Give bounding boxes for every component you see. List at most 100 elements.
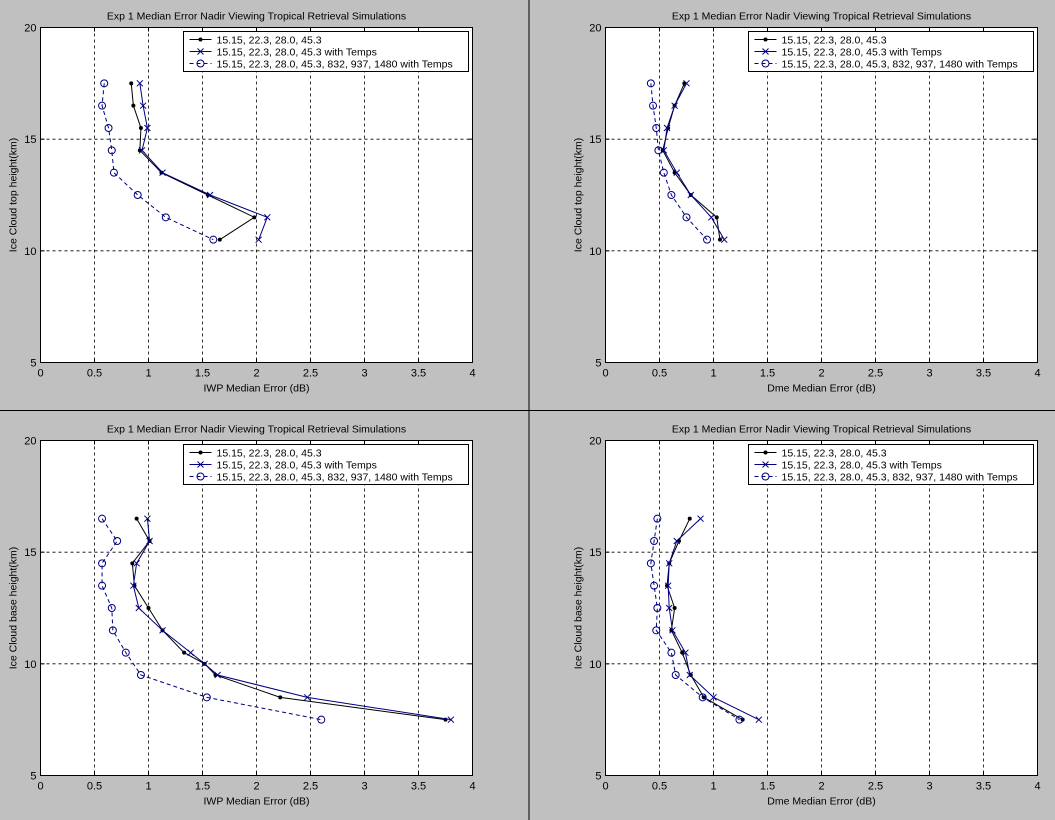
data-point xyxy=(653,604,662,612)
data-point xyxy=(703,235,712,244)
x-tick-label: 2 xyxy=(253,368,259,380)
legend: 15.15, 22.3, 28.0, 45.315.15, 22.3, 28.0… xyxy=(183,444,469,485)
data-point xyxy=(138,146,146,154)
data-point xyxy=(263,213,271,221)
x-tick-label: 1.5 xyxy=(760,368,775,380)
y-tick-label: 15 xyxy=(589,134,601,146)
legend-marker xyxy=(762,48,769,55)
legend-marker xyxy=(196,472,205,481)
x-tick-label: 3 xyxy=(361,781,367,793)
data-point xyxy=(653,514,662,523)
x-tick-label: 2.5 xyxy=(868,368,883,380)
legend-label: 15.15, 22.3, 28.0, 45.3 xyxy=(782,35,887,47)
data-point xyxy=(720,236,728,244)
y-tick-label: 20 xyxy=(24,436,36,448)
legend-label: 15.15, 22.3, 28.0, 45.3 with Temps xyxy=(217,47,377,59)
data-point xyxy=(735,715,744,724)
data-point xyxy=(665,604,673,612)
legend-marker xyxy=(198,450,203,455)
x-tick-label: 4 xyxy=(1034,781,1040,793)
data-point xyxy=(682,213,691,222)
data-point xyxy=(649,101,658,110)
y-tick-label: 10 xyxy=(589,246,601,258)
data-point xyxy=(144,124,151,132)
data-point xyxy=(650,537,659,545)
series-line xyxy=(130,83,256,241)
data-point xyxy=(646,559,655,568)
series-2 xyxy=(130,515,455,724)
x-tick-label: 1 xyxy=(710,368,716,380)
x-tick-label: 3.5 xyxy=(976,368,991,380)
x-tick-label: 0.5 xyxy=(87,368,102,380)
series-3 xyxy=(98,79,218,244)
data-point xyxy=(136,79,144,87)
data-point xyxy=(671,102,678,110)
legend-box xyxy=(748,31,1034,72)
series-line xyxy=(663,83,725,240)
legend: 15.15, 22.3, 28.0, 45.315.15, 22.3, 28.0… xyxy=(748,444,1034,485)
series-line xyxy=(101,518,322,721)
data-point xyxy=(755,716,763,724)
x-tick-label: 0 xyxy=(602,368,608,380)
x-tick-label: 3 xyxy=(926,781,932,793)
chart-title: Exp 1 Median Error Nadir Viewing Tropica… xyxy=(672,424,971,436)
legend-label: 15.15, 22.3, 28.0, 45.3 with Temps xyxy=(217,460,377,472)
legend-label: 15.15, 22.3, 28.0, 45.3 xyxy=(217,448,322,460)
legend-marker xyxy=(762,461,769,468)
legend-label: 15.15, 22.3, 28.0, 45.3, 832, 937, 1480 … xyxy=(217,472,453,484)
data-point xyxy=(710,693,717,701)
data-point xyxy=(717,237,722,242)
x-tick-label: 2 xyxy=(253,781,259,793)
data-point xyxy=(209,235,218,244)
data-point xyxy=(659,168,668,177)
x-tick-label: 2.5 xyxy=(303,781,318,793)
x-tick-label: 1.5 xyxy=(195,781,210,793)
x-tick-label: 4 xyxy=(469,781,475,793)
legend-box xyxy=(183,31,469,72)
x-tick-label: 0 xyxy=(602,781,608,793)
data-point xyxy=(650,581,659,590)
data-point xyxy=(107,146,116,155)
data-point xyxy=(135,604,143,612)
data-point xyxy=(654,146,663,155)
data-point xyxy=(187,649,194,657)
legend-label: 15.15, 22.3, 28.0, 45.3, 832, 937, 1480 … xyxy=(782,59,1018,71)
x-axis-label: Dme Median Error (dB) xyxy=(767,796,876,808)
data-point xyxy=(255,236,263,244)
legend-label: 15.15, 22.3, 28.0, 45.3 with Temps xyxy=(782,460,942,472)
data-point xyxy=(252,215,257,220)
x-tick-label: 1.5 xyxy=(195,368,210,380)
chart-panel-4: 0 0.5 1 1.5 2 2.5 3 3.5 4 5 10 15 20 Exp 1 Median Err… xyxy=(573,424,1041,808)
y-tick-label: 5 xyxy=(595,771,601,783)
x-tick-label: 1 xyxy=(145,781,151,793)
data-point xyxy=(159,170,164,175)
x-tick-label: 2 xyxy=(818,368,824,380)
legend-marker xyxy=(197,48,204,55)
legend-box xyxy=(748,444,1034,485)
data-point xyxy=(669,626,676,634)
data-point xyxy=(109,168,118,177)
series-3 xyxy=(98,514,326,724)
series-line xyxy=(650,83,708,241)
y-tick-label: 10 xyxy=(589,659,601,671)
legend-label: 15.15, 22.3, 28.0, 45.3 xyxy=(782,448,887,460)
data-point xyxy=(129,81,134,86)
legend-label: 15.15, 22.3, 28.0, 45.3 xyxy=(217,35,322,47)
x-tick-label: 1.5 xyxy=(760,781,775,793)
data-point xyxy=(98,514,107,523)
x-tick-label: 1 xyxy=(710,781,716,793)
data-point xyxy=(317,715,326,724)
y-tick-label: 10 xyxy=(24,659,36,671)
data-point xyxy=(682,649,689,657)
data-point xyxy=(138,126,143,130)
data-point xyxy=(98,101,107,110)
data-point xyxy=(698,693,707,702)
data-point xyxy=(130,561,135,566)
y-tick-label: 5 xyxy=(595,358,601,370)
x-tick-label: 3 xyxy=(926,368,932,380)
data-point xyxy=(646,79,655,88)
legend-marker xyxy=(196,59,205,68)
data-point xyxy=(134,516,139,521)
data-point xyxy=(121,648,130,657)
data-point xyxy=(159,169,166,177)
